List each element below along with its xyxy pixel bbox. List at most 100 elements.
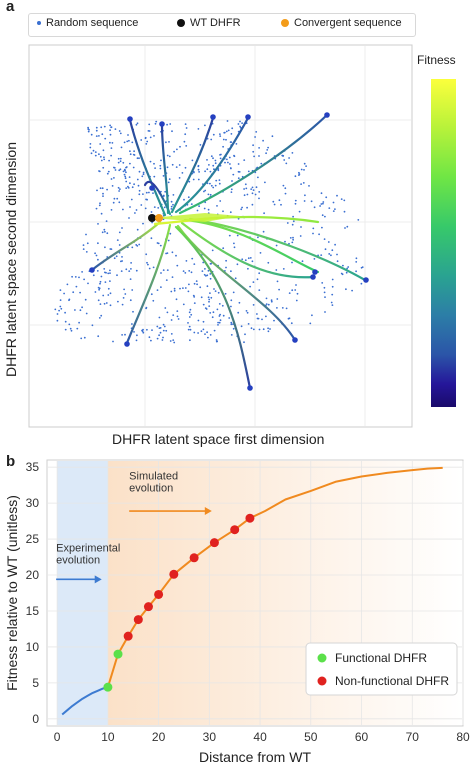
random-sequence-point — [197, 319, 200, 322]
random-sequence-point — [117, 300, 119, 303]
random-sequence-point — [232, 173, 235, 176]
random-sequence-point — [173, 341, 176, 344]
random-sequence-point — [176, 148, 178, 151]
random-sequence-point — [112, 201, 115, 204]
random-sequence-point — [218, 315, 221, 317]
random-sequence-point — [209, 334, 212, 336]
convergence-band — [150, 213, 240, 222]
random-sequence-point — [229, 163, 231, 165]
random-sequence-point — [119, 132, 122, 135]
random-sequence-point — [97, 258, 99, 261]
random-sequence-point — [247, 170, 250, 173]
random-sequence-point — [217, 169, 220, 172]
panel-a-legend: Random sequence WT DHFR Convergent seque… — [28, 13, 416, 37]
random-sequence-point — [280, 203, 282, 206]
random-sequence-point — [345, 288, 347, 291]
random-sequence-point — [205, 275, 207, 277]
random-sequence-point — [109, 304, 112, 307]
random-sequence-point — [175, 254, 177, 257]
random-sequence-point — [331, 249, 334, 252]
random-sequence-point — [220, 153, 222, 156]
random-sequence-point — [127, 139, 130, 142]
random-sequence-point — [310, 200, 313, 203]
random-sequence-point — [140, 204, 143, 206]
random-sequence-point — [327, 241, 330, 243]
random-sequence-point — [320, 203, 323, 205]
random-sequence-point — [189, 308, 192, 311]
random-sequence-point — [212, 311, 215, 314]
random-sequence-point — [121, 260, 123, 262]
random-sequence-point — [98, 288, 100, 291]
random-sequence-point — [238, 171, 241, 173]
random-sequence-point — [324, 215, 326, 218]
y-tick-label: 30 — [26, 496, 40, 510]
random-sequence-point — [231, 127, 234, 130]
random-sequence-point — [184, 272, 187, 274]
random-sequence-point — [200, 330, 203, 333]
x-tick-label: 10 — [101, 730, 115, 744]
random-sequence-point — [250, 188, 253, 191]
random-sequence-point — [187, 322, 189, 324]
random-sequence-point — [258, 147, 260, 149]
random-sequence-point — [160, 159, 162, 162]
random-sequence-point — [231, 180, 233, 182]
random-sequence-point — [240, 208, 243, 211]
random-sequence-point — [206, 274, 209, 277]
random-sequence-point — [197, 332, 200, 334]
random-sequence-point — [294, 175, 297, 178]
random-sequence-point — [98, 204, 101, 207]
random-sequence-point — [159, 244, 162, 247]
random-sequence-point — [138, 157, 140, 160]
random-sequence-point — [129, 182, 131, 185]
fitness-chart: 0 10 20 30 40 50 60 70 80 0 5 10 15 20 25 30 35 Distance … — [4, 459, 470, 765]
random-sequence-point — [141, 330, 144, 333]
colorbar-label: Fitness — [417, 53, 456, 67]
random-sequence-point — [216, 308, 219, 311]
random-sequence-point — [170, 200, 173, 203]
random-sequence-point — [269, 328, 271, 330]
simulated-annotation-line: evolution — [129, 482, 173, 494]
random-sequence-point — [252, 281, 255, 283]
random-sequence-point — [324, 296, 326, 298]
non-functional-point — [154, 589, 164, 599]
random-sequence-point — [105, 302, 108, 304]
random-sequence-point — [211, 316, 214, 319]
random-sequence-point — [184, 123, 187, 125]
random-sequence-point — [96, 189, 98, 192]
random-sequence-point — [95, 207, 98, 210]
random-sequence-point — [257, 176, 259, 179]
trajectory-endpoint — [247, 385, 253, 391]
random-sequence-point — [142, 328, 144, 331]
random-sequence-point — [239, 120, 241, 123]
random-sequence-point — [148, 130, 151, 132]
random-sequence-point — [202, 320, 205, 323]
random-sequence-point — [271, 135, 274, 138]
random-sequence-point — [182, 270, 185, 272]
random-sequence-point — [252, 304, 255, 306]
random-sequence-point — [217, 291, 220, 294]
random-sequence-point — [336, 194, 338, 197]
random-sequence-point — [179, 287, 181, 290]
random-sequence-point — [206, 331, 209, 334]
trajectory-endpoint — [310, 274, 316, 280]
random-sequence-point — [171, 276, 174, 278]
random-sequence-point — [56, 319, 59, 322]
random-sequence-point — [129, 206, 131, 208]
random-sequence-point — [209, 182, 211, 185]
random-sequence-point — [54, 308, 57, 311]
random-sequence-point — [210, 296, 213, 299]
random-sequence-point — [85, 233, 87, 236]
random-sequence-point — [233, 246, 236, 249]
random-sequence-point — [222, 210, 224, 213]
random-sequence-point — [169, 340, 172, 342]
random-sequence-point — [86, 242, 89, 245]
random-sequence-point — [60, 307, 63, 310]
random-sequence-point — [209, 193, 212, 196]
random-sequence-point — [236, 234, 239, 237]
random-sequence-point — [284, 240, 286, 243]
random-sequence-point — [193, 302, 196, 304]
panel-a: a Random sequence WT DHFR Convergent seq… — [3, 0, 456, 447]
random-sequence-point — [246, 193, 249, 196]
random-sequence-point — [172, 203, 174, 206]
random-sequence-point — [168, 155, 171, 158]
